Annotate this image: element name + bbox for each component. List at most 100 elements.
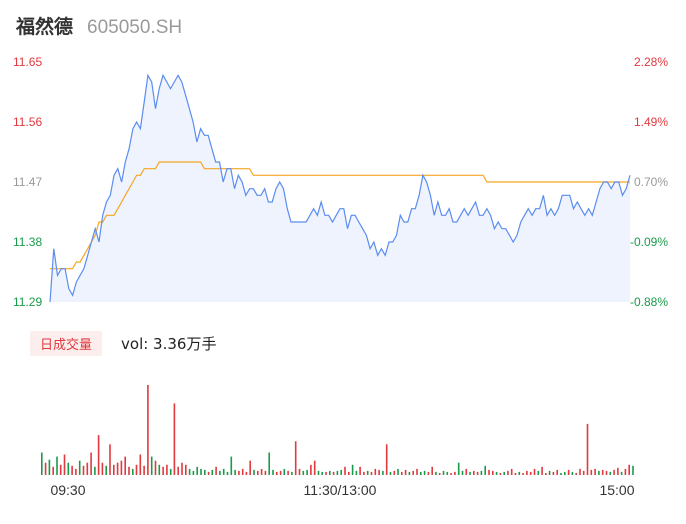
- volume-bar: [510, 468, 513, 475]
- percent-tick-label: 2.28%: [634, 55, 668, 69]
- volume-bar: [173, 403, 176, 475]
- volume-bar: [204, 469, 206, 475]
- volume-bar: [177, 466, 179, 475]
- volume-bar: [397, 468, 399, 475]
- volume-bar: [488, 469, 490, 475]
- volume-bar: [56, 456, 58, 475]
- volume-bar: [238, 470, 240, 475]
- volume-bar: [385, 444, 388, 475]
- volume-bar: [442, 470, 445, 475]
- price-area: [50, 75, 630, 302]
- volume-bar: [393, 470, 396, 475]
- volume-bar: [302, 470, 305, 475]
- volume-bar: [522, 473, 524, 475]
- volume-bar: [154, 460, 157, 475]
- volume-bar: [480, 470, 483, 475]
- volume-bar: [234, 469, 236, 475]
- chart-header: 福然德 605050.SH: [16, 12, 182, 40]
- volume-bar: [545, 473, 547, 475]
- volume-bar: [215, 466, 217, 475]
- volume-bar: [75, 468, 77, 475]
- volume-bar: [495, 471, 498, 475]
- volume-bar: [336, 470, 339, 475]
- volume-bar: [132, 468, 134, 475]
- volume-bars: [41, 385, 634, 476]
- volume-bar: [306, 469, 308, 475]
- volume-bar: [454, 471, 456, 475]
- volume-bar: [363, 471, 365, 475]
- stock-code: 605050.SH: [87, 17, 183, 38]
- volume-bar: [613, 469, 615, 475]
- volume-bar: [541, 466, 543, 475]
- volume-bar: [598, 470, 600, 475]
- volume-bar: [317, 470, 320, 475]
- volume-bar: [533, 468, 536, 475]
- volume-bar: [298, 468, 301, 475]
- volume-bar: [230, 456, 233, 475]
- volume-bar: [473, 470, 475, 475]
- volume-bar: [601, 469, 604, 475]
- volume-bar: [560, 473, 562, 475]
- volume-bar: [59, 464, 62, 475]
- volume-bar: [469, 471, 471, 475]
- volume-bar: [264, 470, 267, 475]
- volume-bar: [552, 471, 555, 475]
- volume-bar: [211, 469, 214, 475]
- price-tick-label: 11.47: [13, 175, 42, 189]
- volume-bar: [374, 468, 377, 475]
- volume-bar: [567, 469, 570, 475]
- volume-bar: [245, 471, 248, 475]
- volume-bar: [219, 470, 221, 475]
- time-tick-label: 15:00: [599, 482, 634, 498]
- volume-bar: [313, 460, 316, 475]
- volume-bar: [97, 435, 100, 475]
- volume-bar: [571, 471, 574, 475]
- volume-bar: [124, 456, 126, 475]
- price-tick-label: 11.56: [13, 115, 42, 129]
- volume-bar: [564, 471, 566, 475]
- volume-bar: [492, 470, 494, 475]
- volume-bar: [594, 468, 596, 475]
- volume-bar: [192, 470, 195, 475]
- volume-bar: [90, 452, 92, 475]
- volume-tab[interactable]: 日成交量: [30, 331, 103, 356]
- volume-bar: [344, 466, 346, 475]
- volume-bar: [461, 470, 464, 475]
- volume-bar: [537, 470, 540, 475]
- percent-tick-label: -0.09%: [630, 235, 668, 249]
- volume-value: vol: 3.36万手: [121, 335, 217, 353]
- volume-bar: [340, 469, 342, 475]
- percent-axis: 2.28% 1.49% 0.70% -0.09% -0.88%: [630, 55, 668, 309]
- volume-bar: [128, 466, 130, 475]
- volume-bar: [435, 471, 437, 475]
- percent-tick-label: 0.70%: [634, 175, 668, 189]
- time-axis: 09:30 11:30/13:00 15:00: [50, 482, 634, 498]
- volume-bar: [348, 471, 350, 475]
- volume-bar: [291, 471, 293, 475]
- volume-bar: [579, 468, 581, 475]
- volume-bar: [382, 470, 384, 475]
- volume-bar: [586, 423, 589, 475]
- volume-bar: [408, 471, 411, 475]
- volume-bar: [526, 470, 528, 475]
- volume-bar: [86, 462, 89, 475]
- volume-bar: [518, 471, 521, 475]
- percent-tick-label: 1.49%: [634, 115, 668, 129]
- volume-bar: [404, 469, 407, 475]
- volume-bar: [378, 469, 380, 475]
- price-tick-label: 11.65: [13, 55, 42, 69]
- volume-bar: [272, 469, 274, 475]
- volume-bar: [420, 471, 422, 475]
- volume-bar: [287, 470, 289, 475]
- time-tick-label: 11:30/13:00: [304, 482, 377, 498]
- volume-bar: [253, 469, 255, 475]
- volume-bar: [389, 471, 392, 475]
- price-tick-label: 11.38: [13, 235, 42, 249]
- price-tick-label: 11.29: [13, 295, 42, 309]
- volume-bar: [116, 462, 119, 475]
- volume-bar: [351, 464, 354, 475]
- volume-bar: [82, 465, 85, 475]
- volume-bar: [457, 462, 460, 475]
- volume-bar: [257, 470, 259, 475]
- volume-bar: [241, 468, 244, 475]
